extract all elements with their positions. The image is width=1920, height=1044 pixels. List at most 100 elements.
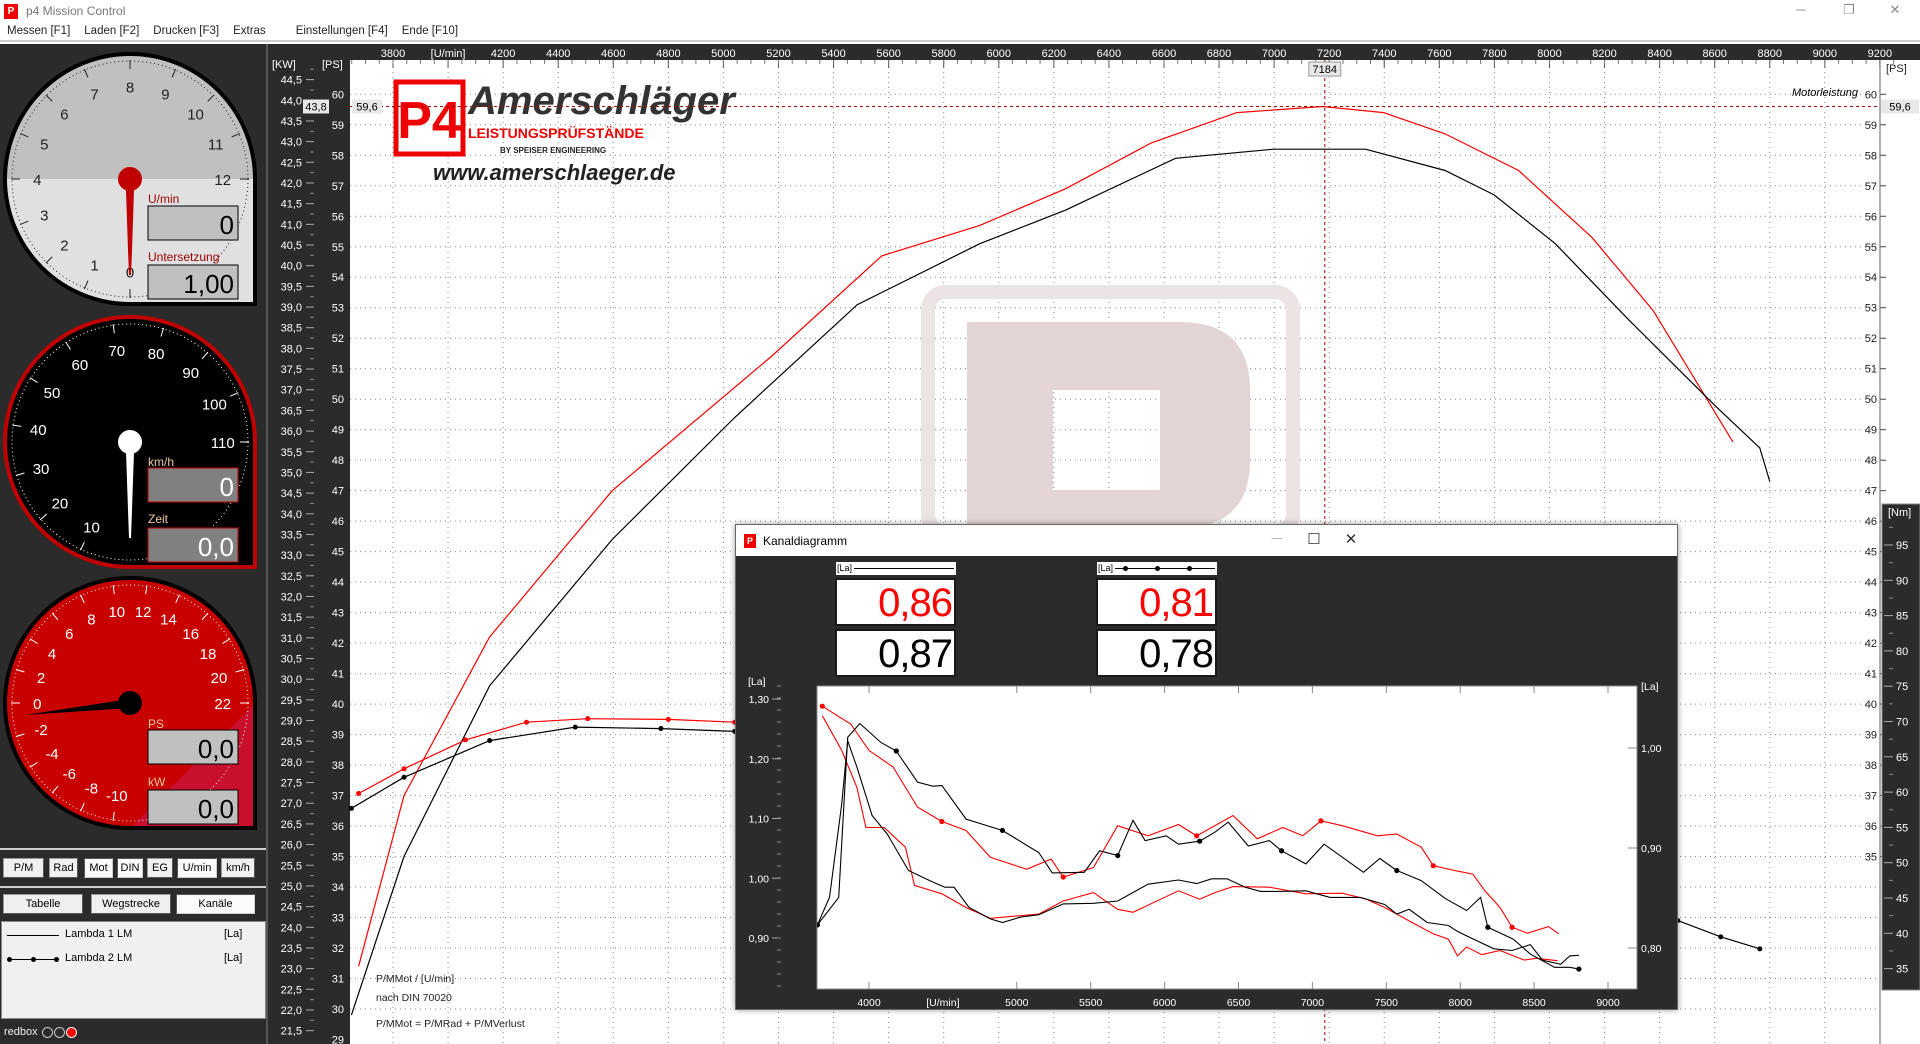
x-tick-label: 3800 (381, 48, 405, 60)
gauge-tick (231, 132, 241, 138)
menu-einstellungen[interactable]: Einstellungen [F4] (295, 25, 388, 37)
gauge-tick (171, 68, 177, 78)
ps-right-tick-label: 37 (1865, 791, 1877, 803)
gauge-dotted-ring (11, 584, 249, 822)
minimize-button[interactable]: ─ (1796, 2, 1806, 17)
series-3-marker (1757, 946, 1763, 952)
close-button[interactable]: ✕ (1889, 2, 1901, 17)
nm-tick-label: 75 (1896, 681, 1908, 693)
ps-right-tick-label: 56 (1865, 211, 1877, 223)
channel-unit: [La] (224, 928, 243, 940)
wegstrecke-button[interactable]: Wegstrecke (91, 894, 171, 914)
kw-tick-label: 22,0 (281, 1005, 302, 1017)
dialog-title-bar[interactable]: P Kanaldiagramm ─ ☐ ✕ (736, 525, 1677, 556)
dialog-maximize-button[interactable]: ☐ (1307, 531, 1321, 548)
kw-tick-label: 36,0 (281, 426, 302, 438)
dialog-minimize-button[interactable]: ─ (1271, 530, 1283, 547)
ps-right-tick-label: 35 (1865, 852, 1877, 864)
status-led-off-icon (41, 1026, 53, 1038)
readout-2-current: 0,81 (1096, 578, 1217, 626)
x-tick-label: 4600 (601, 48, 625, 60)
lambda-series-2-marker (819, 703, 825, 709)
gauge-scale-label: 4 (48, 646, 56, 663)
series-2-marker (356, 791, 362, 797)
series-2-marker (585, 716, 591, 722)
gauge-dotted-ring (11, 323, 249, 561)
rad-button[interactable]: Rad (49, 858, 78, 878)
app-logo-icon: P (744, 533, 756, 548)
ps-right-tick-label: 60 (1865, 89, 1877, 101)
lambda-chart[interactable]: 4000 5000 5500 6000 6500 7000 7500 8000 8500 9000… (735, 556, 1678, 1010)
ps-right-tick-label: 41 (1865, 669, 1877, 681)
din-button[interactable]: DIN (117, 858, 143, 878)
tabelle-button[interactable]: Tabelle (3, 894, 83, 914)
lambda-series-2-marker (1509, 924, 1515, 930)
kw-tick-label: 33,0 (281, 550, 302, 562)
divider (0, 886, 266, 888)
speed-value-box (147, 467, 239, 503)
ps-tick-label: 30 (332, 1004, 344, 1016)
ps-tick-label: 55 (332, 242, 344, 254)
time-value-box (147, 527, 239, 563)
kw-tick-label: 38,5 (281, 323, 302, 335)
mot-button[interactable]: Mot (84, 858, 113, 878)
cursor-ps-box (352, 99, 382, 114)
kmh-unit-button[interactable]: km/h (221, 858, 255, 878)
eg-button[interactable]: EG (147, 858, 173, 878)
x-tick-label: [U/min] (431, 48, 466, 60)
app-logo-icon: P (4, 3, 18, 19)
lambda-y-right-tick-label: 1,00 (1641, 743, 1662, 755)
menu-messen[interactable]: Messen [F1] (7, 25, 71, 37)
lambda-y-left-tick-label: 1,30 (749, 694, 770, 706)
ps-right-tick-label: 57 (1865, 181, 1877, 193)
kw-tick-label: 39,5 (281, 281, 302, 293)
ps-right-tick-label: 52 (1865, 333, 1877, 345)
x-tick-label: 5200 (766, 48, 790, 60)
gauge-tick (80, 541, 85, 551)
lambda-y-left-label: [La] (748, 676, 766, 688)
ps-tick-label: 44 (332, 577, 344, 589)
lambda-series-3-marker (999, 827, 1006, 834)
gauge-scale-label: 40 (30, 422, 47, 439)
kw-tick-label: 40,0 (281, 261, 302, 273)
ps-tick-label: 37 (332, 791, 344, 803)
ps-tick-label: 45 (332, 547, 344, 559)
dialog-close-button[interactable]: ✕ (1344, 531, 1358, 548)
pm-button[interactable]: P/M (3, 858, 44, 878)
left-axis-panel (268, 44, 350, 1044)
speed-unit-label: km/h (148, 455, 174, 469)
channel-item-lambda-2[interactable]: Lambda 2 LM [La] (2, 949, 262, 969)
menu-ende[interactable]: Ende [F10] (401, 25, 459, 37)
x-tick-label: 6000 (987, 48, 1011, 60)
menu-laden[interactable]: Laden [F2] (84, 25, 140, 37)
ratio-value: 1,00 (183, 269, 234, 299)
ps-right-tick-label: 42 (1865, 638, 1877, 650)
gauge-scale-label: 3 (40, 207, 48, 224)
rpm-needle-hub (118, 167, 142, 191)
kw-tick-label: 28,0 (281, 757, 302, 769)
maximize-button[interactable]: ❐ (1843, 2, 1855, 17)
logo-name: Amerschläger (467, 79, 737, 123)
gauge-scale-label: 60 (72, 357, 89, 374)
device-label: redbox (4, 1026, 38, 1038)
gauge-scale-label: -8 (85, 780, 98, 797)
menu-extras[interactable]: Extras (233, 25, 266, 37)
menu-drucken[interactable]: Drucken [F3] (153, 25, 220, 37)
gauge-scale-label: 10 (83, 519, 100, 536)
torque-axis-panel: [Nm] 35 40 45 50 55 60 65 70 75 80 85 90 95 (1881, 503, 1920, 991)
series-2-marker (665, 716, 671, 722)
note-2: nach DIN 70020 (376, 992, 452, 1004)
kw-tick-label: 41,0 (281, 219, 302, 231)
kanaele-button[interactable]: Kanäle (176, 894, 255, 914)
ps-tick-label: 50 (332, 394, 344, 406)
x-tick-label: 8600 (1702, 48, 1726, 60)
gauge-scale-label: 18 (200, 646, 217, 663)
ps-value-box (147, 729, 239, 765)
gauge-scale-label: 5 (40, 137, 48, 154)
gauge-scale-label: 14 (160, 612, 177, 629)
gauge-scale-label: 50 (44, 385, 61, 402)
rpm-unit-button[interactable]: U/min (177, 858, 217, 878)
kw-tick-label: 39,0 (281, 302, 302, 314)
channel-item-lambda-1[interactable]: Lambda 1 LM [La] (2, 925, 262, 945)
lambda-x-tick-label: 6000 (1153, 997, 1177, 1009)
